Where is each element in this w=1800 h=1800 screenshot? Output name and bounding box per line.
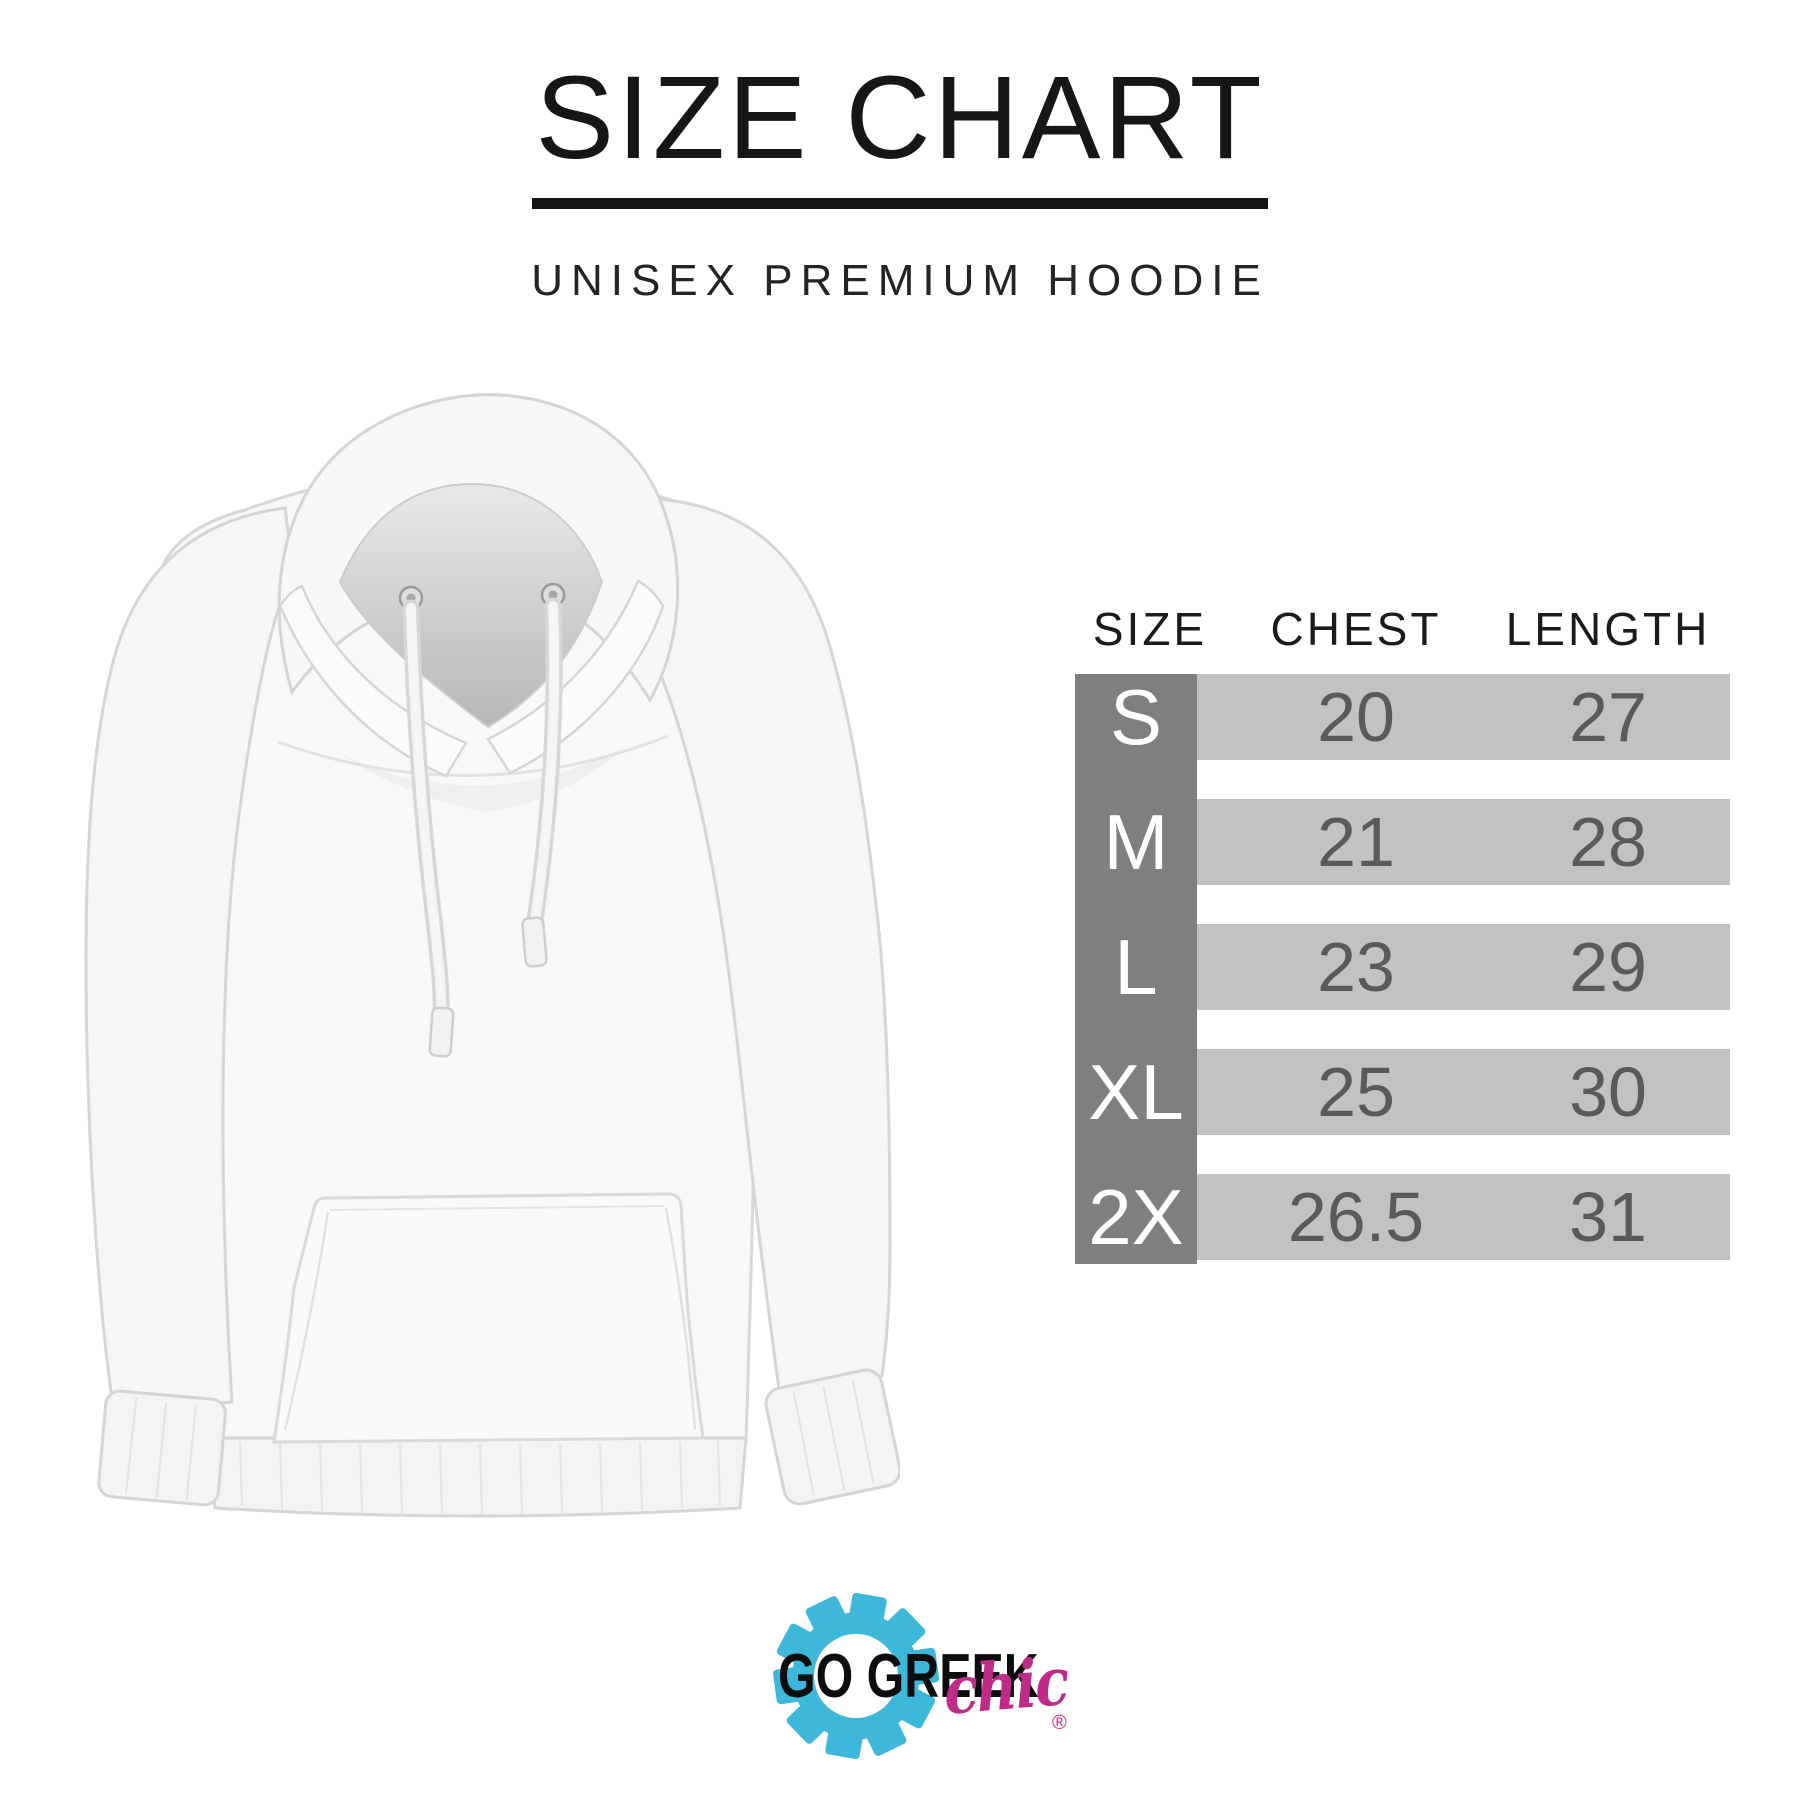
size-table: SIZE CHEST LENGTH S 20 27 M 21 28	[1075, 598, 1730, 1264]
size-table-header: SIZE CHEST LENGTH	[1075, 598, 1730, 660]
chest-value: 23	[1317, 928, 1395, 1006]
hoodie-product-image	[84, 393, 900, 1518]
chest-value: 20	[1317, 678, 1395, 756]
chest-value: 21	[1317, 803, 1395, 881]
row-band: 23 29	[1197, 924, 1730, 1010]
length-value: 28	[1569, 803, 1647, 881]
header: SIZE CHART UNISEX PREMIUM HOODIE	[0, 52, 1800, 306]
brand-script: chic	[941, 1641, 1070, 1730]
drawstrings	[402, 597, 563, 1058]
size-table-rows: S 20 27 M 21 28 L 23 29	[1075, 674, 1730, 1264]
page-title: SIZE CHART	[535, 52, 1265, 184]
page-subtitle: UNISEX PREMIUM HOODIE	[531, 256, 1269, 306]
column-header-chest: CHEST	[1270, 603, 1442, 655]
hoodie-pocket	[272, 1192, 705, 1444]
size-cell: 2X	[1088, 1173, 1184, 1261]
chest-value: 25	[1317, 1053, 1395, 1131]
brand-name: GO GREEK	[778, 1642, 1039, 1711]
title-underline	[532, 198, 1268, 210]
table-row: L 23 29	[1075, 924, 1730, 1010]
table-row: 2X 26.5 31	[1075, 1174, 1730, 1260]
hem-ribbing	[239, 1440, 721, 1516]
brand-logo: GO GREEK chic ®	[770, 1588, 1090, 1788]
table-row: XL 25 30	[1075, 1049, 1730, 1135]
hoodie-hem-band	[206, 1436, 748, 1518]
size-cell: XL	[1088, 1048, 1184, 1136]
length-value: 27	[1569, 678, 1647, 756]
table-row: S 20 27	[1075, 674, 1730, 760]
hood-interior	[338, 482, 604, 729]
column-header-size: SIZE	[1092, 603, 1208, 655]
pocket-top-stitch	[329, 1205, 665, 1211]
left-cuff	[97, 1389, 227, 1507]
size-column-background	[1075, 674, 1197, 1264]
hoodie-left-sleeve	[84, 506, 295, 1414]
row-band: 26.5 31	[1197, 1174, 1730, 1260]
yoke-seam	[277, 734, 669, 778]
size-cell: L	[1114, 923, 1158, 1011]
table-row: M 21 28	[1075, 799, 1730, 885]
size-cell: S	[1109, 673, 1163, 761]
row-band: 20 27	[1197, 674, 1730, 760]
right-cuff	[764, 1368, 900, 1506]
registered-icon: ®	[1052, 1712, 1067, 1734]
column-header-length: LENGTH	[1505, 603, 1711, 655]
pocket-side-seams	[283, 1207, 697, 1431]
hoodie-right-sleeve	[636, 496, 892, 1398]
row-band: 21 28	[1197, 799, 1730, 885]
neck-shadow	[338, 746, 628, 812]
chest-value: 26.5	[1287, 1178, 1425, 1256]
size-cell: M	[1103, 798, 1169, 886]
gear-icon	[772, 1592, 940, 1760]
length-value: 31	[1569, 1178, 1647, 1256]
length-value: 30	[1569, 1053, 1647, 1131]
row-band: 25 30	[1197, 1049, 1730, 1135]
length-value: 29	[1569, 928, 1647, 1006]
